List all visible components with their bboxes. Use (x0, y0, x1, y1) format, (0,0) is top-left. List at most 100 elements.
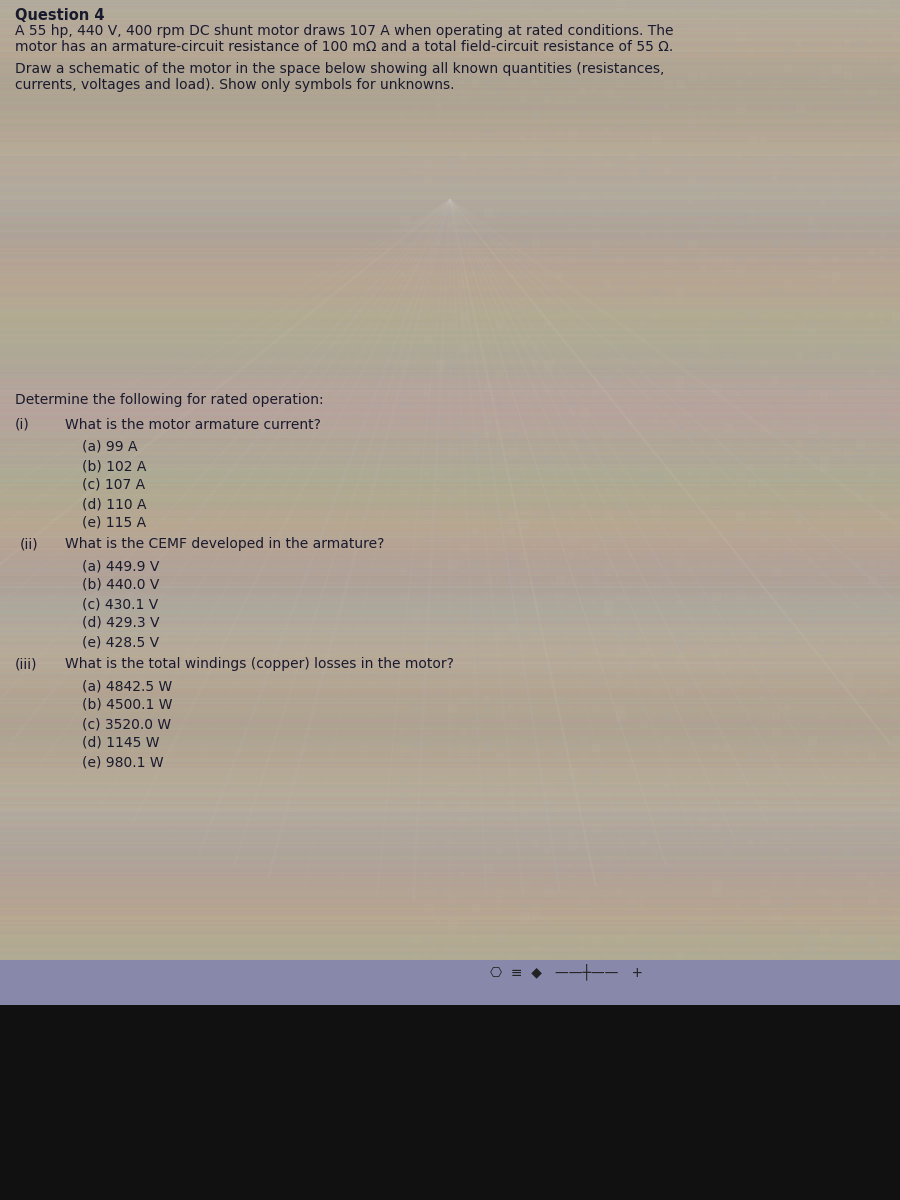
Bar (820, 352, 828, 360)
Bar (544, 24, 547, 28)
Bar (640, 288, 644, 292)
Bar (412, 888, 416, 892)
Bar (712, 608, 716, 611)
Bar (556, 32, 564, 41)
Bar (0, 228, 900, 230)
Bar (460, 336, 465, 342)
Bar (640, 584, 647, 592)
Bar (436, 656, 439, 659)
Bar (460, 616, 465, 622)
Bar (424, 376, 430, 382)
Bar (784, 648, 788, 652)
Bar (820, 784, 824, 788)
Bar (664, 648, 672, 656)
Bar (400, 928, 403, 931)
Bar (532, 80, 538, 86)
Bar (880, 792, 890, 802)
Bar (724, 296, 731, 302)
Bar (664, 384, 671, 391)
Bar (820, 320, 826, 326)
Bar (880, 152, 885, 157)
Bar (400, 328, 406, 335)
Bar (808, 128, 812, 132)
Bar (652, 328, 659, 335)
Bar (544, 96, 550, 102)
Bar (568, 600, 575, 607)
Bar (592, 848, 596, 852)
Bar (592, 496, 598, 503)
Bar (496, 896, 503, 904)
Bar (448, 488, 456, 496)
Bar (676, 840, 685, 848)
Bar (616, 208, 620, 211)
Bar (772, 120, 776, 124)
Bar (0, 952, 900, 954)
Bar (832, 136, 836, 140)
Bar (748, 240, 758, 250)
Bar (712, 912, 719, 919)
Bar (628, 480, 633, 485)
Bar (0, 336, 900, 338)
Bar (496, 104, 500, 108)
Bar (508, 400, 512, 404)
Bar (0, 774, 900, 776)
Bar (0, 402, 900, 404)
Bar (472, 712, 482, 721)
Bar (424, 416, 432, 424)
Bar (616, 720, 625, 728)
Bar (700, 584, 705, 589)
Bar (484, 80, 493, 89)
Bar (0, 462, 900, 464)
Bar (0, 888, 900, 890)
Bar (892, 368, 900, 377)
Bar (796, 928, 803, 935)
Bar (676, 816, 684, 824)
Bar (784, 632, 794, 642)
Bar (772, 360, 781, 370)
Bar (832, 256, 838, 262)
Bar (676, 520, 680, 523)
Bar (568, 520, 572, 523)
Bar (796, 488, 804, 496)
Bar (0, 10, 900, 12)
Bar (0, 42, 900, 44)
Bar (580, 192, 588, 199)
Bar (496, 632, 505, 641)
Bar (580, 904, 590, 914)
Bar (544, 720, 552, 728)
Bar (712, 456, 716, 461)
Bar (676, 952, 684, 960)
Bar (544, 248, 549, 253)
Bar (676, 872, 680, 876)
Bar (448, 32, 457, 41)
Bar (772, 264, 777, 269)
Bar (472, 328, 481, 337)
Bar (0, 214, 900, 216)
Bar (820, 432, 827, 439)
Bar (0, 564, 900, 566)
Bar (748, 512, 753, 517)
Bar (652, 904, 659, 911)
Bar (544, 816, 549, 821)
Bar (0, 618, 900, 620)
Bar (616, 328, 621, 332)
Bar (0, 738, 900, 740)
Bar (880, 216, 886, 222)
Bar (412, 536, 417, 540)
Bar (0, 346, 900, 348)
Bar (808, 560, 813, 565)
Bar (868, 608, 871, 611)
Bar (520, 912, 530, 922)
Bar (736, 280, 745, 289)
Bar (484, 880, 489, 884)
Bar (520, 256, 529, 265)
Bar (496, 912, 503, 919)
Bar (460, 520, 464, 523)
Bar (736, 592, 746, 601)
Bar (436, 416, 445, 425)
Bar (664, 824, 672, 832)
Bar (832, 864, 838, 870)
Bar (664, 816, 669, 821)
Bar (0, 262, 900, 264)
Bar (400, 824, 404, 828)
